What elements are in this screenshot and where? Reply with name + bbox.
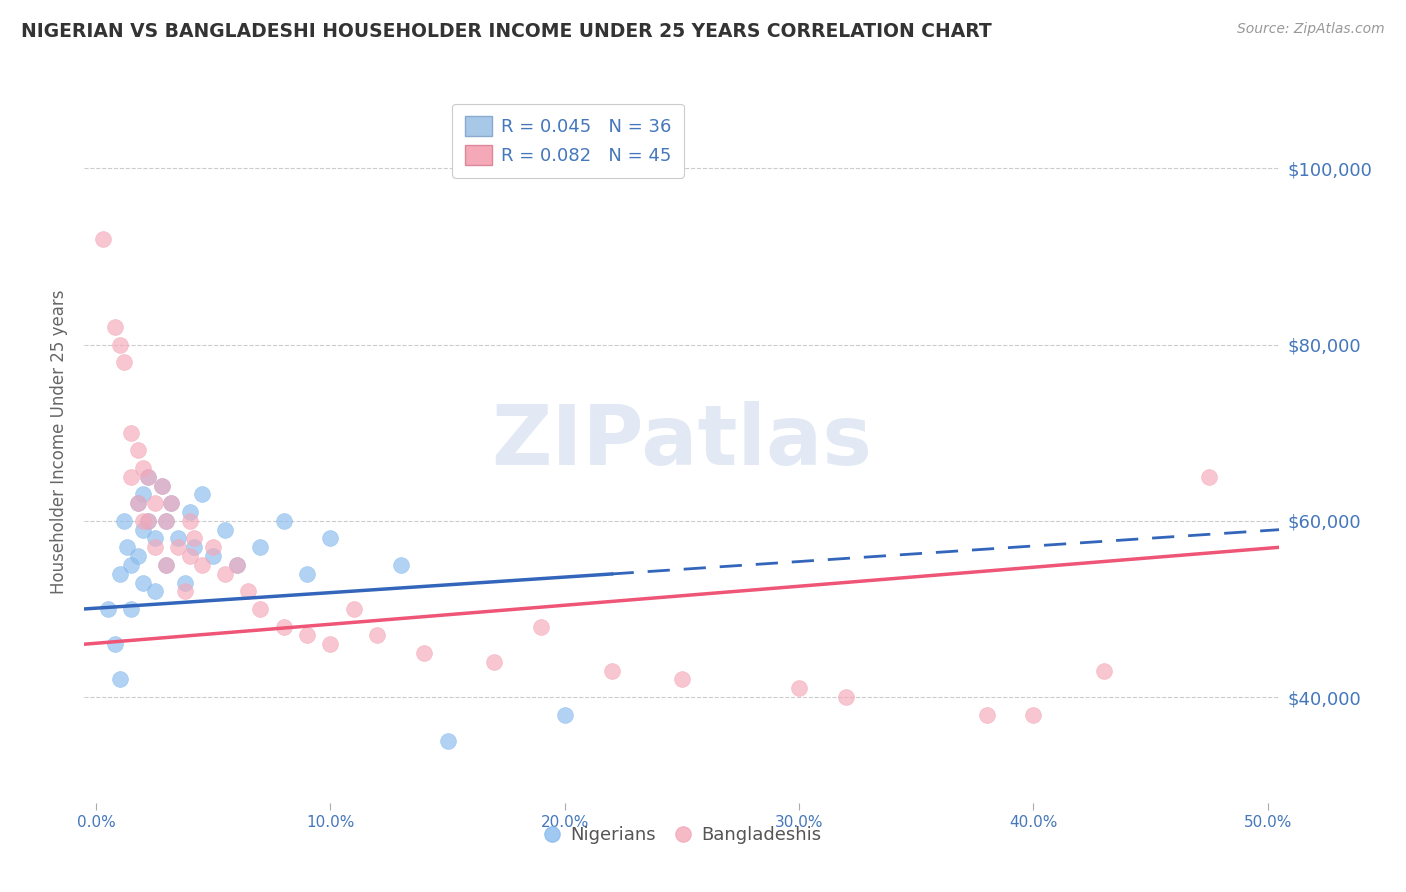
Point: [136, 514, 159, 528]
Point: [436, 734, 458, 748]
Point: [167, 532, 190, 546]
Legend: Nigerians, Bangladeshis: Nigerians, Bangladeshis: [536, 819, 828, 852]
Point: [225, 558, 247, 572]
Point: [108, 337, 131, 351]
Point: [108, 673, 131, 687]
Point: [214, 523, 236, 537]
Text: NIGERIAN VS BANGLADESHI HOUSEHOLDER INCOME UNDER 25 YEARS CORRELATION CHART: NIGERIAN VS BANGLADESHI HOUSEHOLDER INCO…: [21, 22, 991, 41]
Point: [127, 496, 149, 510]
Point: [136, 470, 159, 484]
Point: [112, 355, 135, 369]
Point: [132, 461, 155, 475]
Point: [671, 673, 693, 687]
Point: [127, 549, 149, 563]
Text: ZIPatlas: ZIPatlas: [492, 401, 872, 482]
Point: [343, 602, 366, 616]
Point: [155, 514, 177, 528]
Point: [136, 514, 159, 528]
Point: [155, 514, 177, 528]
Point: [190, 558, 212, 572]
Point: [238, 584, 260, 599]
Point: [115, 541, 138, 555]
Point: [600, 664, 623, 678]
Point: [120, 558, 142, 572]
Point: [91, 232, 114, 246]
Point: [132, 487, 155, 501]
Point: [530, 619, 553, 633]
Point: [976, 707, 998, 722]
Point: [143, 532, 166, 546]
Point: [484, 655, 506, 669]
Point: [413, 646, 436, 660]
Point: [183, 532, 205, 546]
Text: Source: ZipAtlas.com: Source: ZipAtlas.com: [1237, 22, 1385, 37]
Point: [366, 628, 388, 642]
Point: [319, 532, 342, 546]
Point: [160, 496, 183, 510]
Point: [143, 584, 166, 599]
Point: [143, 541, 166, 555]
Point: [136, 470, 159, 484]
Point: [97, 602, 120, 616]
Point: [202, 549, 225, 563]
Point: [295, 566, 318, 581]
Point: [389, 558, 412, 572]
Point: [554, 707, 576, 722]
Point: [104, 320, 127, 334]
Point: [143, 496, 166, 510]
Point: [179, 514, 201, 528]
Point: [214, 566, 236, 581]
Point: [112, 514, 135, 528]
Point: [132, 575, 155, 590]
Point: [1092, 664, 1115, 678]
Point: [183, 541, 205, 555]
Point: [273, 619, 295, 633]
Point: [225, 558, 247, 572]
Point: [835, 690, 858, 704]
Point: [155, 558, 177, 572]
Point: [174, 575, 197, 590]
Point: [120, 470, 142, 484]
Point: [249, 541, 271, 555]
Y-axis label: Householder Income Under 25 years: Householder Income Under 25 years: [51, 289, 69, 594]
Point: [160, 496, 183, 510]
Point: [190, 487, 212, 501]
Point: [295, 628, 318, 642]
Point: [120, 602, 142, 616]
Point: [155, 558, 177, 572]
Point: [1022, 707, 1045, 722]
Point: [273, 514, 295, 528]
Point: [174, 584, 197, 599]
Point: [150, 478, 173, 492]
Point: [108, 566, 131, 581]
Point: [120, 425, 142, 440]
Point: [167, 541, 190, 555]
Point: [202, 541, 225, 555]
Point: [132, 523, 155, 537]
Point: [179, 549, 201, 563]
Point: [319, 637, 342, 651]
Point: [249, 602, 271, 616]
Point: [150, 478, 173, 492]
Point: [132, 514, 155, 528]
Point: [1198, 470, 1220, 484]
Point: [104, 637, 127, 651]
Point: [127, 443, 149, 458]
Point: [179, 505, 201, 519]
Point: [127, 496, 149, 510]
Point: [787, 681, 810, 696]
